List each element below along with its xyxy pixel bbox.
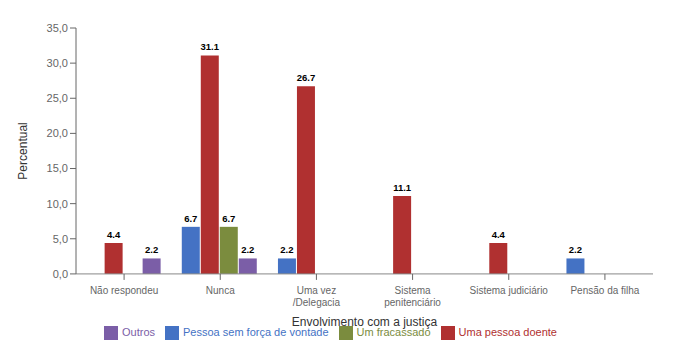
- svg-text:Uma vez/Delegacia: Uma vez/Delegacia: [293, 285, 341, 308]
- svg-text:30,0: 30,0: [47, 57, 68, 69]
- svg-text:10,0: 10,0: [47, 198, 68, 210]
- svg-text:4.4: 4.4: [107, 229, 121, 240]
- svg-text:Pensão da filha: Pensão da filha: [570, 285, 639, 296]
- svg-text:6.7: 6.7: [222, 213, 235, 224]
- svg-text:31.1: 31.1: [201, 41, 220, 52]
- svg-text:2.2: 2.2: [241, 244, 254, 255]
- svg-text:Percentual: Percentual: [16, 122, 30, 179]
- svg-text:11.1: 11.1: [393, 182, 412, 193]
- svg-text:Envolvimento com a justiça: Envolvimento com a justiça: [292, 315, 438, 329]
- svg-text:25,0: 25,0: [47, 92, 68, 104]
- svg-text:Sistemapenitenciário: Sistemapenitenciário: [384, 285, 441, 308]
- svg-text:2.2: 2.2: [280, 244, 293, 255]
- svg-text:Sistema judiciário: Sistema judiciário: [470, 285, 549, 296]
- svg-text:26.7: 26.7: [297, 72, 316, 83]
- svg-text:2.2: 2.2: [145, 244, 158, 255]
- svg-text:Não respondeu: Não respondeu: [90, 285, 158, 296]
- svg-text:4.4: 4.4: [492, 229, 506, 240]
- svg-text:Nunca: Nunca: [206, 285, 235, 296]
- svg-text:15,0: 15,0: [47, 162, 68, 174]
- svg-text:35,0: 35,0: [47, 22, 68, 34]
- svg-text:2.2: 2.2: [569, 244, 582, 255]
- svg-text:0,0: 0,0: [53, 268, 68, 280]
- svg-text:5,0: 5,0: [53, 233, 68, 245]
- svg-text:6.7: 6.7: [184, 213, 197, 224]
- svg-text:20,0: 20,0: [47, 127, 68, 139]
